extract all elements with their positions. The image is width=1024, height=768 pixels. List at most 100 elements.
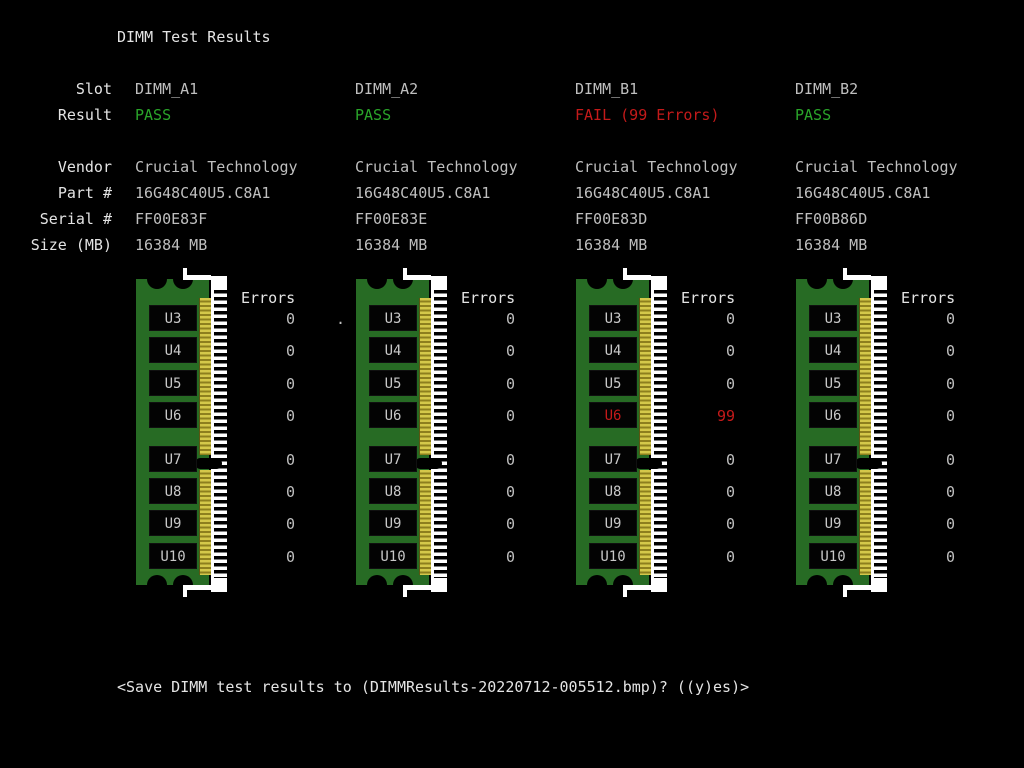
error-count-u6: 99	[716, 407, 735, 425]
retention-clip-top-stub	[403, 268, 407, 280]
error-count-u9: 0	[945, 515, 955, 533]
chip-u10: U10	[589, 543, 637, 569]
retention-clip-bottom-bar	[623, 585, 651, 590]
error-count-u4: 0	[725, 342, 735, 360]
gold-pins-lower	[859, 470, 871, 575]
error-count-u8: 0	[945, 483, 955, 501]
error-count-u5: 0	[285, 375, 295, 393]
retention-clip-top-stub	[623, 268, 627, 280]
chip-u6: U6	[149, 402, 197, 428]
dimm-module-graphic: U3 U4 U5 U6 U7 U8 U9 U10	[576, 268, 671, 603]
error-count-u3: 0	[285, 310, 295, 328]
chip-u3: U3	[149, 305, 197, 331]
error-count-u7: 0	[725, 451, 735, 469]
socket-pin-stripes	[874, 290, 887, 578]
error-count-u8: 0	[725, 483, 735, 501]
chip-u4: U4	[589, 337, 637, 363]
slot-result: PASS	[135, 106, 172, 124]
save-prompt[interactable]: <Save DIMM test results to (DIMMResults-…	[117, 678, 750, 696]
error-count-u10: 0	[505, 548, 515, 566]
slot-result: PASS	[795, 106, 832, 124]
error-count-u7: 0	[505, 451, 515, 469]
chip-u8: U8	[809, 478, 857, 504]
slot-name: DIMM_A2	[355, 80, 419, 98]
socket-pin-stripes	[654, 290, 667, 578]
vendor-value: Crucial Technology	[135, 158, 298, 176]
error-count-u10: 0	[285, 548, 295, 566]
gold-pins-upper	[419, 298, 431, 455]
chip-u9: U9	[809, 510, 857, 536]
size-value: 16384 MB	[135, 236, 208, 254]
chip-u9: U9	[369, 510, 417, 536]
chip-u9: U9	[149, 510, 197, 536]
part-number-value: 16G48C40U5.C8A1	[795, 184, 931, 202]
chip-u3: U3	[369, 305, 417, 331]
gold-pins-upper	[639, 298, 651, 455]
error-count-u3: 0	[505, 310, 515, 328]
size-value: 16384 MB	[355, 236, 428, 254]
key-notch	[855, 458, 882, 469]
chip-u10: U10	[809, 543, 857, 569]
stray-dot: .	[336, 310, 346, 328]
info-label-serial: Serial #	[39, 210, 112, 228]
chip-u7: U7	[149, 446, 197, 472]
error-count-u7: 0	[945, 451, 955, 469]
errors-header: Errors	[681, 289, 736, 307]
key-notch	[415, 458, 442, 469]
gold-pins-lower	[639, 470, 651, 575]
part-number-value: 16G48C40U5.C8A1	[575, 184, 711, 202]
chip-u9: U9	[589, 510, 637, 536]
chip-u3: U3	[809, 305, 857, 331]
error-count-u9: 0	[285, 515, 295, 533]
gold-pins-upper	[859, 298, 871, 455]
chip-u7: U7	[589, 446, 637, 472]
errors-header: Errors	[241, 289, 296, 307]
chip-u6: U6	[809, 402, 857, 428]
error-count-u8: 0	[505, 483, 515, 501]
info-label-part: Part #	[57, 184, 112, 202]
size-value: 16384 MB	[795, 236, 868, 254]
error-count-u3: 0	[945, 310, 955, 328]
error-count-u4: 0	[505, 342, 515, 360]
slot-result: FAIL (99 Errors)	[575, 106, 720, 124]
error-count-u5: 0	[505, 375, 515, 393]
mounting-notch	[367, 269, 387, 289]
retention-clip-top-stub	[183, 268, 187, 280]
retention-clip-bottom-bar	[183, 585, 211, 590]
error-count-u10: 0	[945, 548, 955, 566]
dimm-module-graphic: U3 U4 U5 U6 U7 U8 U9 U10	[136, 268, 231, 603]
socket-strip	[431, 276, 447, 592]
chip-u6: U6	[589, 402, 637, 428]
info-label-result: Result	[57, 106, 112, 124]
chip-u5: U5	[369, 370, 417, 396]
chip-u5: U5	[149, 370, 197, 396]
error-count-u5: 0	[725, 375, 735, 393]
retention-clip-bottom-stub	[843, 585, 847, 597]
chip-u7: U7	[369, 446, 417, 472]
error-count-u4: 0	[285, 342, 295, 360]
vendor-value: Crucial Technology	[575, 158, 738, 176]
chip-u5: U5	[809, 370, 857, 396]
chip-u5: U5	[589, 370, 637, 396]
serial-number-value: FF00E83F	[135, 210, 208, 228]
dimm-column-dimm_b2: DIMM_B2 PASS Crucial Technology 16G48C40U5.…	[795, 0, 1015, 768]
gold-pins-lower	[199, 470, 211, 575]
chip-u4: U4	[809, 337, 857, 363]
chip-u4: U4	[369, 337, 417, 363]
error-count-u6: 0	[285, 407, 295, 425]
chip-u3: U3	[589, 305, 637, 331]
retention-clip-top-stub	[843, 268, 847, 280]
mounting-notch	[147, 269, 167, 289]
info-label-slot: Slot	[75, 80, 112, 98]
page-title: DIMM Test Results	[117, 28, 271, 46]
error-count-u5: 0	[945, 375, 955, 393]
part-number-value: 16G48C40U5.C8A1	[355, 184, 491, 202]
info-label-size: Size (MB)	[30, 236, 112, 254]
retention-clip-bottom-bar	[403, 585, 431, 590]
errors-header: Errors	[901, 289, 956, 307]
dimm-column-dimm_a2: DIMM_A2 PASS Crucial Technology 16G48C40U5.…	[355, 0, 575, 768]
dimm-module-graphic: U3 U4 U5 U6 U7 U8 U9 U10	[356, 268, 451, 603]
chip-u4: U4	[149, 337, 197, 363]
part-number-value: 16G48C40U5.C8A1	[135, 184, 271, 202]
